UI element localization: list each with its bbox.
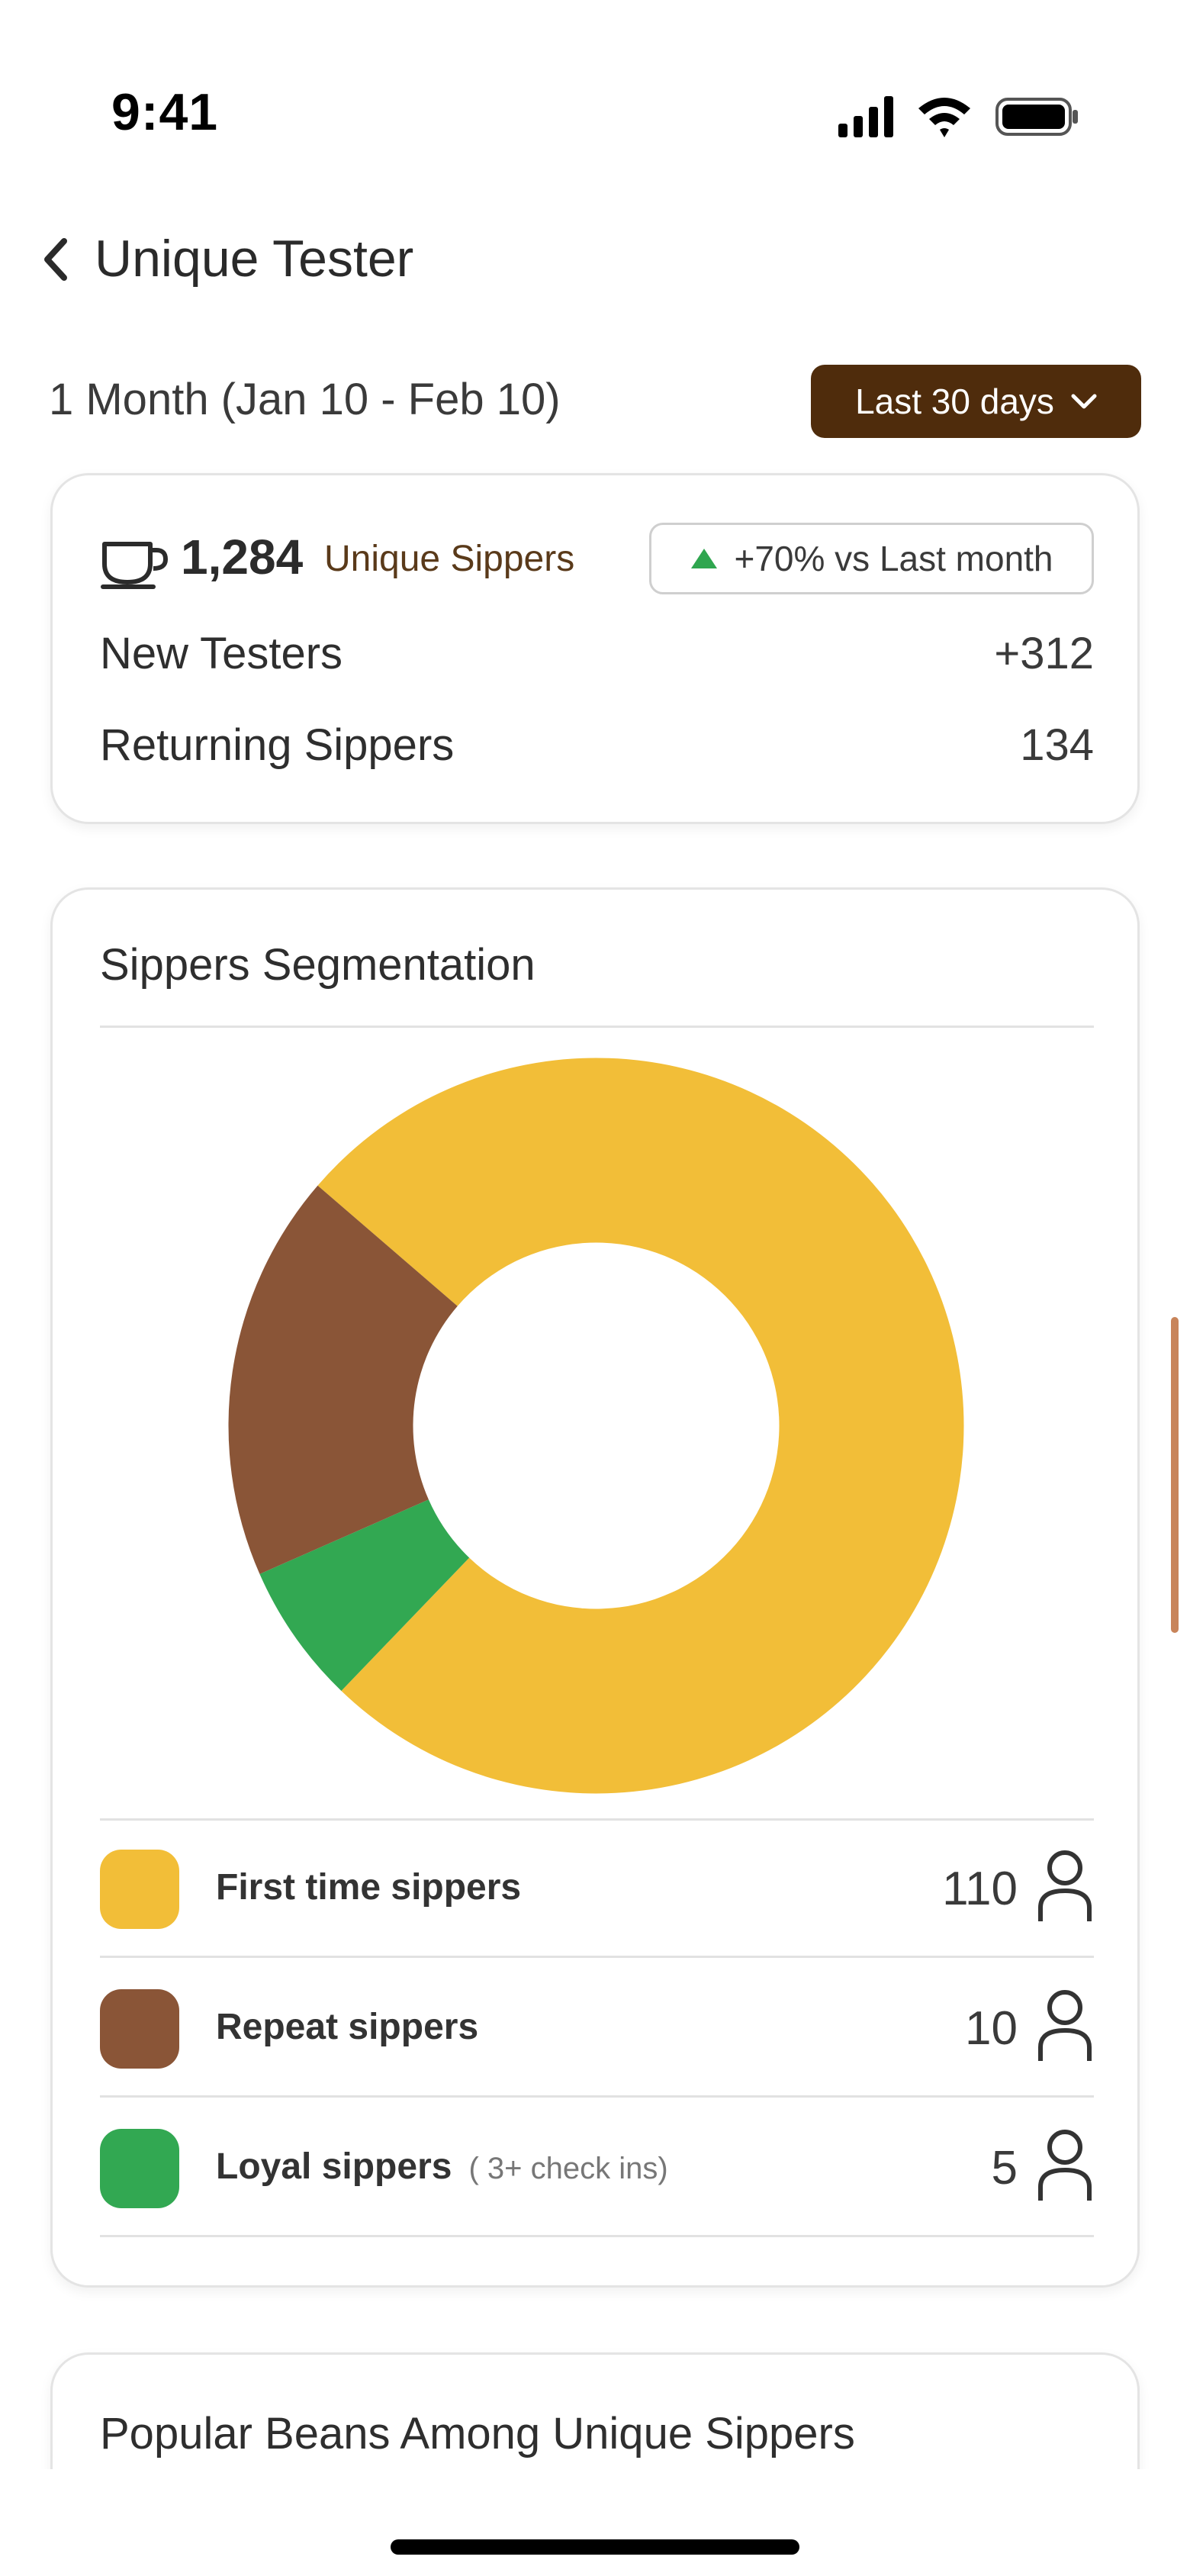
coffee-cup-icon <box>101 542 169 589</box>
metric-label: New Testers <box>100 629 343 678</box>
status-time: 9:41 <box>111 83 219 141</box>
page-title: Unique Tester <box>95 230 414 288</box>
date-range-value: Last 30 days <box>855 382 1054 421</box>
status-icons <box>838 96 1078 137</box>
period-label: 1 Month (Jan 10 - Feb 10) <box>49 375 561 424</box>
legend-swatch <box>100 1850 179 1929</box>
legend-label: Loyal sippers( 3+ check ins) <box>216 2146 668 2187</box>
legend-item-loyal[interactable]: Loyal sippers( 3+ check ins) 5 <box>100 2100 1094 2237</box>
delta-text: +70% vs Last month <box>734 539 1053 578</box>
legend-note: ( 3+ check ins) <box>468 2152 668 2185</box>
metric-row-returning-sippers: Returning Sippers 134 <box>100 720 1094 771</box>
popular-beans-title: Popular Beans Among Unique Sippers <box>100 2409 855 2458</box>
divider <box>100 1818 1094 1821</box>
segmentation-donut-chart <box>228 1058 964 1794</box>
metric-value: +312 <box>994 629 1094 678</box>
segmentation-card: Sippers Segmentation First time sippers … <box>50 887 1140 2288</box>
unique-sippers-count: 1,284 <box>181 530 304 584</box>
person-icon <box>1038 2130 1092 2201</box>
legend-swatch <box>100 2129 179 2208</box>
legend-swatch <box>100 1989 179 2069</box>
legend-item-repeat[interactable]: Repeat sippers 10 <box>100 1960 1094 2098</box>
back-icon[interactable] <box>40 235 73 284</box>
header: Unique Tester <box>0 221 1190 305</box>
segmentation-title: Sippers Segmentation <box>100 940 536 990</box>
legend-count: 110 <box>942 1863 1018 1915</box>
metric-value: 134 <box>1020 720 1094 770</box>
status-bar: 9:41 <box>0 0 1190 229</box>
metric-label: Returning Sippers <box>100 720 455 770</box>
person-icon <box>1038 1850 1092 1921</box>
home-area <box>0 2469 1190 2576</box>
date-range-dropdown[interactable]: Last 30 days <box>811 365 1141 438</box>
wifi-icon <box>918 98 970 137</box>
home-indicator[interactable] <box>391 2539 799 2555</box>
metric-row-new-testers: New Testers +312 <box>100 628 1094 679</box>
battery-icon <box>995 98 1078 136</box>
donut-slice-repeat-sippers[interactable] <box>228 1185 458 1574</box>
signal-icon <box>838 96 893 137</box>
person-icon <box>1038 1990 1092 2061</box>
scrollbar[interactable] <box>1171 1317 1179 1633</box>
chevron-down-icon <box>1071 394 1097 409</box>
legend-count: 10 <box>965 2002 1018 2055</box>
legend-label: First time sippers <box>216 1867 522 1908</box>
legend-label: Repeat sippers <box>216 2007 479 2047</box>
donut-slice-first-time-sippers[interactable] <box>317 1058 964 1794</box>
divider <box>100 1026 1094 1028</box>
donut-slice-loyal-sippers[interactable] <box>259 1499 470 1691</box>
unique-sippers-label: Unique Sippers <box>324 539 575 579</box>
legend-item-first-time[interactable]: First time sippers 110 <box>100 1821 1094 1958</box>
delta-badge: +70% vs Last month <box>649 523 1094 594</box>
legend-count: 5 <box>991 2142 1018 2194</box>
arrow-up-icon <box>691 549 718 568</box>
summary-card: 1,284 Unique Sippers +70% vs Last month … <box>50 473 1140 824</box>
